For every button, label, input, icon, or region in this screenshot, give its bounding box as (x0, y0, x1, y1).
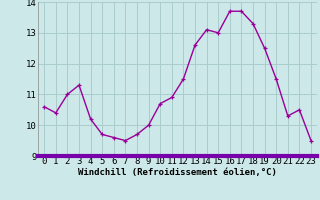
X-axis label: Windchill (Refroidissement éolien,°C): Windchill (Refroidissement éolien,°C) (78, 168, 277, 177)
